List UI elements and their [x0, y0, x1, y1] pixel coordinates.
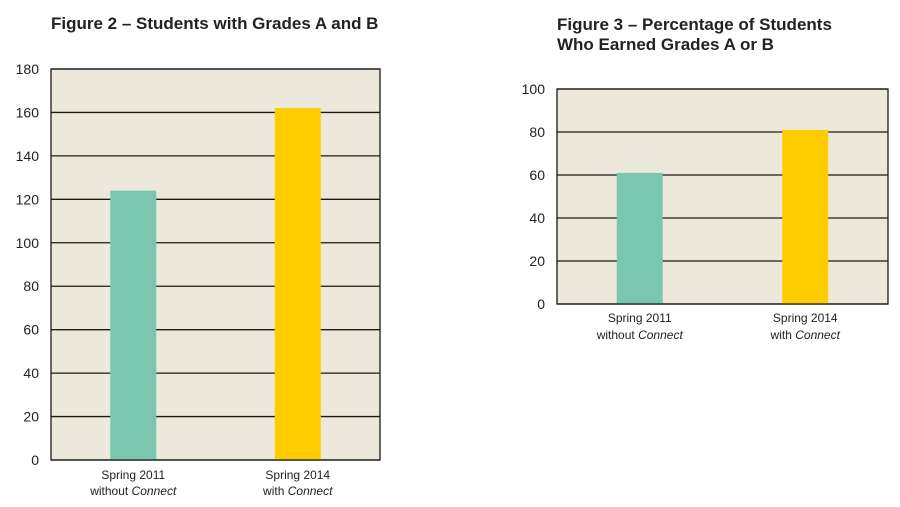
chart-title-line-1: Figure 3 – Percentage of Students — [557, 15, 832, 34]
plot-border — [556, 88, 889, 305]
bar-2 — [782, 129, 829, 304]
chart-title: Figure 3 – Percentage of Students Who Ea… — [557, 15, 832, 55]
y-tick-label: 20 — [529, 253, 545, 269]
x-tick-label: without Connect — [596, 328, 684, 342]
y-tick-label: 100 — [16, 235, 40, 251]
figure-3: Figure 3 – Percentage of Students Who Ea… — [500, 0, 900, 360]
plot-area — [51, 69, 380, 460]
x-tick-label: with Connect — [262, 484, 333, 498]
y-tick-label: 0 — [537, 296, 545, 312]
x-tick-label: Spring 2014 — [773, 311, 838, 325]
chart-title: Figure 2 – Students with Grades A and B — [51, 14, 378, 34]
y-tick-label: 140 — [16, 148, 40, 164]
y-tick-label: 180 — [16, 61, 40, 77]
y-tick-label: 80 — [529, 124, 545, 140]
y-tick-label: 40 — [529, 210, 545, 226]
y-tick-label: 20 — [23, 409, 39, 425]
y-tick-label: 40 — [23, 365, 39, 381]
y-tick-label: 160 — [16, 104, 40, 120]
y-tick-label: 100 — [522, 81, 546, 97]
y-tick-label: 0 — [31, 452, 39, 468]
y-tick-label: 60 — [23, 322, 39, 338]
figure-3-chart: 0 20 40 60 80 100 Spring 2011 without Connect Sp… — [522, 81, 889, 342]
y-tick-label: 80 — [23, 278, 39, 294]
chart-title-line: Figure 2 – Students with Grades A and B — [51, 14, 379, 33]
plot-area — [557, 89, 888, 304]
y-tick-label: 60 — [529, 167, 545, 183]
bar-1 — [616, 172, 663, 304]
plot-border — [50, 68, 381, 461]
x-tick-label: without Connect — [89, 484, 177, 498]
bar-2 — [274, 108, 321, 460]
x-tick-label: with Connect — [770, 328, 841, 342]
figure-2-chart: 0 20 40 60 80 100 120 140 160 180 Spring 2011 witho… — [16, 61, 381, 498]
figure-2: Figure 2 – Students with Grades A and B … — [0, 0, 420, 507]
x-tick-label: Spring 2014 — [265, 468, 330, 482]
y-tick-label: 120 — [16, 191, 40, 207]
x-tick-label: Spring 2011 — [101, 468, 165, 482]
chart-title-line-2: Who Earned Grades A or B — [557, 35, 774, 54]
bar-1 — [110, 190, 157, 460]
x-tick-label: Spring 2011 — [608, 311, 672, 325]
